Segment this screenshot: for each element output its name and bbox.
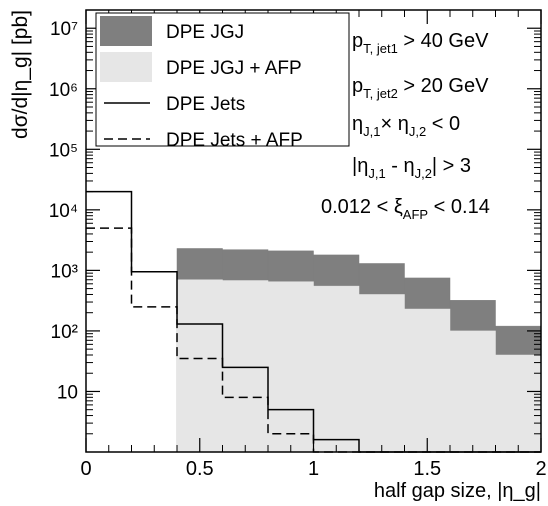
cut-annotation-1: pT, jet2 > 20 GeV <box>352 75 489 101</box>
dpe-jgj-afp-bin-8 <box>449 330 496 453</box>
x-tick-label: 2 <box>535 458 546 480</box>
y-tick-label: 10² <box>51 322 78 343</box>
legend-label-dpe-jets: DPE Jets <box>166 94 245 115</box>
cut-annotation-4: 0.012 < ξAFP < 0.14 <box>321 196 490 222</box>
dpe-jgj-afp-bin-6 <box>358 294 405 453</box>
ticks-layer <box>85 9 542 452</box>
cut-annotation-0: pT, jet1 > 40 GeV <box>352 30 489 56</box>
legend-label-dpe-jgj: DPE JGJ <box>166 22 244 43</box>
y-tick-label: 10⁷ <box>50 19 78 40</box>
x-tick-label: 1.5 <box>413 458 441 480</box>
y-tick-label: 10⁶ <box>49 80 78 101</box>
legend-label-dpe-jgj-afp: DPE JGJ + AFP <box>166 58 302 79</box>
dpe-jgj-afp-bin-2 <box>176 279 223 453</box>
legend-label-dpe-jets-afp: DPE Jets + AFP <box>166 130 303 151</box>
dpe-jgj-afp-bin-7 <box>404 308 451 453</box>
x-tick-label: 0.5 <box>186 458 214 480</box>
dpe-jgj-afp-bin-4 <box>267 281 314 453</box>
x-tick-label: 1 <box>308 458 319 480</box>
legend-swatch-dpe-jgj <box>100 16 152 46</box>
selection-cuts: pT, jet1 > 40 GeV pT, jet2 > 20 GeV ηJ,1× … <box>321 30 490 222</box>
y-axis-label: dσ/d|η_g| [pb] <box>9 10 32 139</box>
dpe-jgj-afp-bin-5 <box>313 285 360 453</box>
cut-annotation-3: |ηJ,1 - ηJ,2| > 3 <box>352 155 471 181</box>
legend: DPE JGJ DPE JGJ + AFP DPE Jets DPE Jets + A… <box>95 12 350 151</box>
x-tick-label: 0 <box>80 458 91 480</box>
dpe-jgj-afp-bin-9 <box>495 354 542 453</box>
bands-layer <box>176 248 542 453</box>
y-tick-label: 10⁵ <box>49 140 78 161</box>
x-axis-label: half gap size, |η_g| <box>374 480 541 502</box>
legend-items: DPE JGJ DPE JGJ + AFP DPE Jets DPE Jets + A… <box>100 16 303 151</box>
legend-swatch-dpe-jgj-afp <box>100 52 152 82</box>
tick-labels-layer: 0 0.5 1 1.5 2 10 10² 10³ 10⁴ 10⁵ 10⁶ 10⁷ <box>49 19 547 480</box>
y-tick-label: 10⁴ <box>49 201 78 222</box>
y-tick-label: 10 <box>57 382 78 403</box>
cut-annotation-2: ηJ,1× ηJ,2 < 0 <box>352 113 460 139</box>
dpe-jgj-afp-bin-3 <box>222 280 269 453</box>
y-tick-label: 10³ <box>51 261 78 282</box>
